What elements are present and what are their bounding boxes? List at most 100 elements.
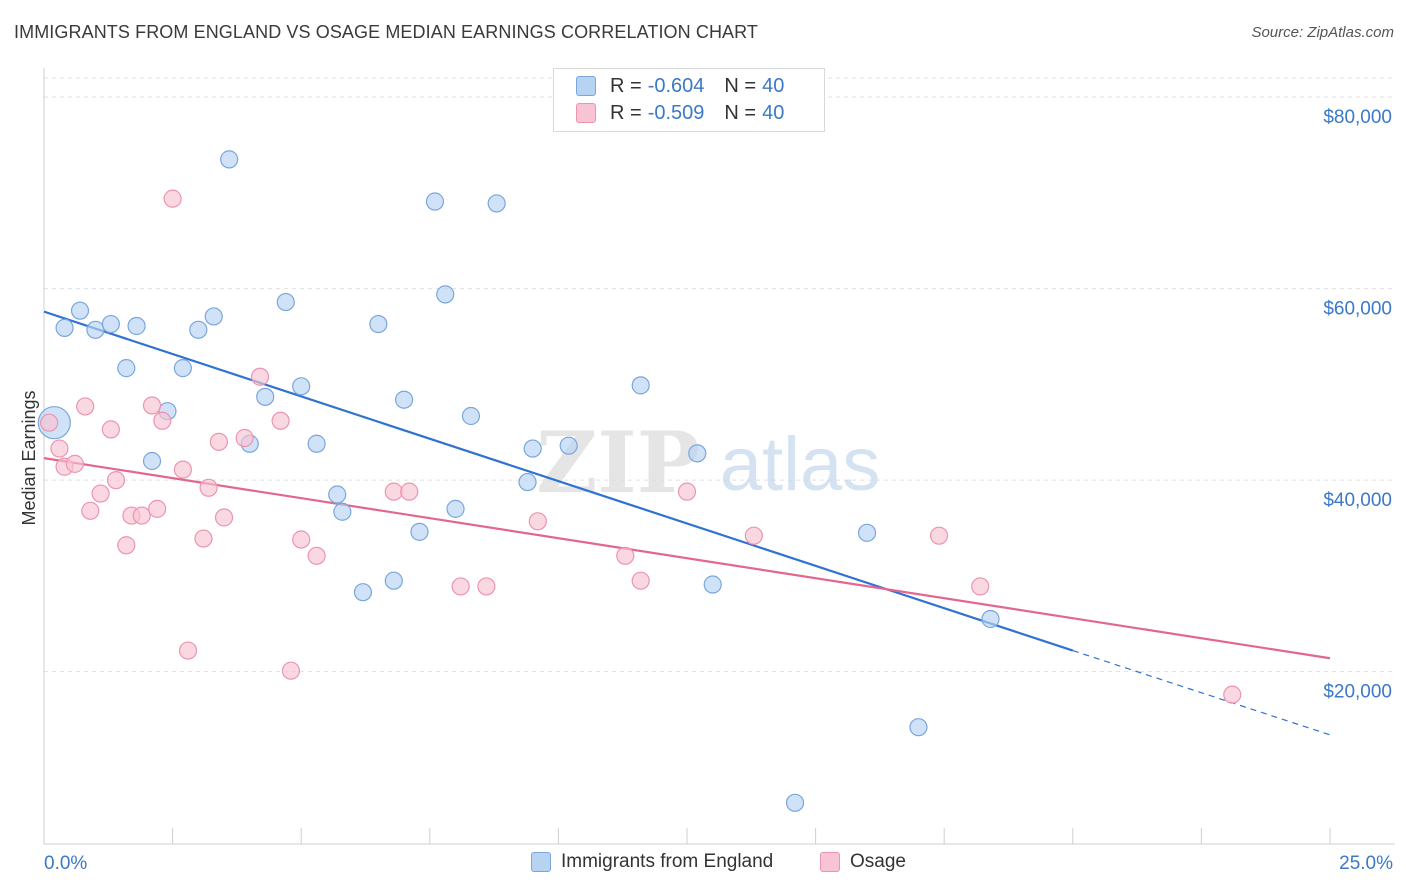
point-osage bbox=[744, 526, 763, 545]
y-tick-label: $60,000 bbox=[1323, 299, 1392, 320]
point-osage bbox=[101, 420, 120, 439]
tick-labels: $20,000 $40,000 $60,000 $80,000 0.0% 25.0% bbox=[44, 107, 1393, 874]
legend-row-england: R = -0.604 N = 40 bbox=[576, 74, 784, 98]
legend-r-label: R = bbox=[610, 101, 642, 124]
point-osage bbox=[971, 577, 990, 596]
legend-r-value: -0.604 bbox=[647, 74, 705, 97]
point-england bbox=[328, 485, 347, 504]
point-osage bbox=[677, 482, 697, 501]
point-osage bbox=[173, 460, 192, 479]
legend-row-osage: R = -0.509 N = 40 bbox=[576, 101, 784, 125]
point-england bbox=[559, 436, 578, 455]
trendline-osage bbox=[43, 457, 1331, 660]
point-england bbox=[785, 793, 805, 812]
point-osage bbox=[250, 367, 270, 386]
point-osage bbox=[91, 484, 110, 503]
point-england bbox=[292, 377, 311, 396]
point-england bbox=[909, 718, 928, 737]
legend-swatch-pink bbox=[576, 103, 596, 123]
point-osage bbox=[199, 478, 218, 497]
legend-r-value: -0.509 bbox=[647, 101, 705, 124]
point-osage bbox=[1223, 685, 1242, 704]
point-england bbox=[384, 571, 403, 590]
watermark: ZIP atlas bbox=[536, 413, 880, 512]
y-tick-label: $80,000 bbox=[1323, 107, 1392, 128]
y-tick-label: $20,000 bbox=[1323, 682, 1392, 703]
legend-n-label: N = bbox=[724, 74, 757, 97]
point-england bbox=[220, 150, 239, 169]
chart-title: IMMIGRANTS FROM ENGLAND VS OSAGE MEDIAN … bbox=[14, 22, 759, 42]
point-england bbox=[394, 390, 414, 409]
trendline-england-extension bbox=[1072, 650, 1331, 736]
point-osage bbox=[76, 397, 95, 416]
y-tick-label: $40,000 bbox=[1323, 490, 1392, 511]
point-england bbox=[446, 499, 465, 518]
point-england bbox=[101, 314, 120, 334]
legend-r-label: R = bbox=[610, 74, 642, 97]
point-england bbox=[487, 194, 506, 213]
legend-n-value: 40 bbox=[762, 74, 785, 97]
correlation-legend: R = -0.604 N = 40 R = -0.509 N = 40 bbox=[553, 68, 825, 132]
x-tick-label: 0.0% bbox=[44, 853, 87, 874]
point-england bbox=[189, 320, 208, 339]
point-osage bbox=[281, 661, 301, 680]
point-england bbox=[127, 316, 146, 336]
watermark-zip: ZIP bbox=[536, 413, 700, 512]
point-osage bbox=[40, 413, 59, 432]
point-osage bbox=[400, 482, 419, 501]
point-england bbox=[256, 387, 275, 406]
point-osage bbox=[163, 189, 182, 208]
point-england bbox=[981, 609, 1000, 629]
point-osage bbox=[148, 499, 167, 518]
point-england bbox=[70, 301, 90, 320]
point-england bbox=[688, 444, 707, 463]
point-england bbox=[518, 472, 537, 492]
point-england bbox=[117, 359, 136, 378]
point-england bbox=[425, 192, 445, 211]
point-osage bbox=[209, 432, 228, 451]
axes bbox=[43, 68, 1395, 845]
legend-swatch-blue bbox=[531, 852, 551, 872]
point-england bbox=[276, 292, 295, 312]
point-england bbox=[523, 439, 542, 458]
point-england bbox=[436, 285, 455, 304]
point-england bbox=[703, 575, 722, 594]
legend-swatch-pink bbox=[820, 852, 840, 872]
point-osage bbox=[477, 577, 496, 596]
point-england bbox=[410, 522, 429, 541]
point-osage bbox=[65, 454, 84, 473]
trend-lines bbox=[43, 310, 1331, 736]
point-osage bbox=[929, 526, 949, 545]
point-osage bbox=[292, 530, 311, 549]
legend-series-label: Immigrants from England bbox=[561, 851, 774, 872]
point-osage bbox=[631, 571, 650, 590]
point-england bbox=[461, 406, 481, 426]
bottom-legend-england: Immigrants from England bbox=[531, 851, 773, 873]
point-england bbox=[333, 502, 352, 521]
point-england bbox=[173, 359, 192, 378]
point-osage bbox=[271, 411, 290, 430]
point-osage bbox=[81, 501, 100, 520]
point-osage bbox=[117, 536, 136, 555]
legend-swatch-blue bbox=[576, 76, 596, 96]
point-osage bbox=[194, 529, 213, 548]
point-england bbox=[204, 307, 223, 326]
point-england bbox=[631, 376, 650, 395]
legend-series-label: Osage bbox=[850, 851, 906, 872]
point-osage bbox=[451, 577, 470, 596]
y-axis-label: Median Earnings bbox=[19, 390, 39, 525]
point-osage bbox=[178, 641, 198, 660]
point-osage bbox=[153, 411, 172, 430]
point-osage bbox=[142, 396, 162, 415]
point-england bbox=[857, 523, 877, 542]
trendline-england bbox=[43, 310, 1074, 652]
point-england bbox=[55, 318, 74, 338]
point-osage bbox=[235, 428, 254, 448]
point-osage bbox=[106, 471, 126, 490]
point-osage bbox=[528, 512, 547, 531]
x-tick-label: 25.0% bbox=[1339, 853, 1393, 874]
point-england bbox=[86, 320, 105, 339]
point-osage bbox=[214, 508, 234, 527]
point-england bbox=[369, 314, 388, 334]
